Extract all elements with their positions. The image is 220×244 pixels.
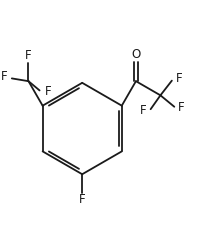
Text: F: F [178,101,185,114]
Text: F: F [1,70,8,83]
Text: F: F [79,193,86,206]
Text: F: F [25,49,32,62]
Text: F: F [140,104,147,117]
Text: F: F [176,71,182,84]
Text: F: F [45,85,52,98]
Text: O: O [131,48,141,61]
